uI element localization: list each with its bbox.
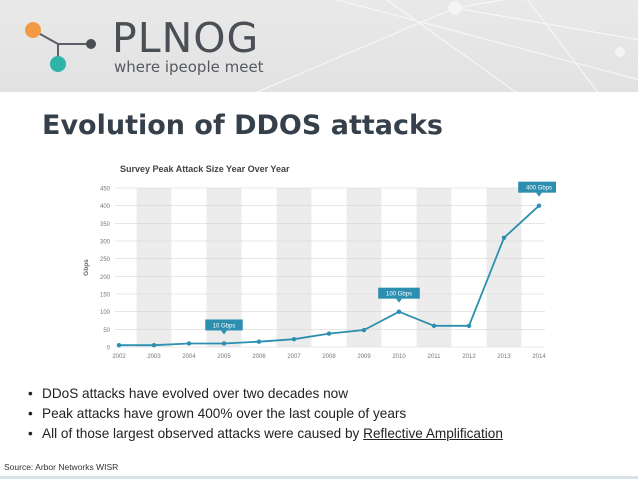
grid-band (416, 188, 452, 347)
bullet-text: Peak attacks have grown 400% over the la… (42, 406, 407, 421)
callout-pointer (396, 298, 402, 303)
y-tick-label: 150 (100, 293, 111, 299)
bullet-text: All of those largest observed attacks we… (42, 426, 364, 441)
x-tick-label: 2006 (252, 354, 266, 360)
bullet-item: • All of those largest observed attacks w… (28, 426, 503, 441)
data-point (256, 339, 262, 344)
y-tick-label: 300 (100, 240, 111, 246)
data-point (151, 343, 157, 348)
y-tick-label: 350 (100, 222, 111, 228)
y-tick-label: 400 (100, 204, 111, 210)
callout-pointer (536, 192, 542, 197)
x-tick-label: 2009 (357, 354, 371, 360)
grid-band (276, 188, 312, 347)
data-point (116, 343, 122, 348)
x-tick-label: 2011 (428, 354, 442, 360)
data-point (501, 235, 507, 241)
callout-label: 400 Gbps (526, 186, 552, 192)
orange-node-icon (25, 22, 41, 38)
x-tick-label: 2004 (182, 354, 196, 360)
source-note: Source: Arbor Networks WISR (4, 462, 119, 472)
chart-title: Survey Peak Attack Size Year Over Year (120, 164, 290, 174)
series-line (119, 205, 540, 347)
data-point (291, 337, 297, 342)
bullet-item: • Peak attacks have grown 400% over the l… (28, 406, 407, 421)
brand-name: PLNOG (112, 14, 260, 62)
callout-box (518, 181, 556, 193)
peak-attack-chart: Survey Peak Attack Size Year Over Year 0 5… (83, 164, 556, 360)
teal-node-icon (50, 56, 66, 72)
data-point (361, 327, 367, 333)
y-tick-label: 250 (100, 257, 111, 263)
x-tick-label: 2012 (462, 354, 476, 360)
x-tick-label: 2005 (217, 354, 231, 360)
x-tick-label: 2002 (112, 354, 126, 360)
network-background (255, 0, 638, 92)
dark-node-icon (86, 39, 96, 49)
data-point (396, 309, 402, 314)
x-tick-label: 2007 (287, 354, 301, 360)
x-tick-label: 2010 (392, 354, 406, 360)
reflective-amplification-link[interactable]: Reflective Amplification (363, 426, 503, 441)
x-tick-label: 2013 (497, 354, 511, 360)
y-tick-label: 100 (100, 310, 111, 316)
bullet-item: • DDoS attacks have evolved over two deca… (28, 386, 349, 401)
x-tick-label: 2014 (532, 354, 546, 360)
slide-title: Evolution of DDOS attacks (42, 110, 444, 141)
callout-label: 10 Gbps (213, 323, 236, 329)
footer-rule (0, 476, 638, 479)
plnog-logo (25, 22, 96, 72)
y-tick-label: 200 (100, 275, 111, 281)
data-point (221, 341, 227, 346)
x-tick-label: 2003 (147, 354, 161, 360)
callout-pointer (221, 330, 227, 335)
grid-band (136, 188, 172, 347)
data-point (431, 323, 437, 328)
bullet-list: • DDoS attacks have evolved over two deca… (28, 384, 503, 444)
callout-box (205, 319, 243, 331)
brand-tagline: where ipeople meet (114, 58, 264, 76)
y-axis-label: Gbps (83, 259, 90, 276)
bullet-text: DDoS attacks have evolved over two decad… (42, 386, 349, 401)
y-tick-label: 50 (103, 328, 110, 334)
y-tick-label: 0 (107, 346, 111, 352)
y-tick-label: 450 (100, 187, 111, 193)
data-point (186, 341, 192, 346)
data-point (536, 203, 542, 208)
grid-band (346, 188, 382, 347)
data-point (326, 331, 332, 336)
header-banner: PLNOG where ipeople meet (0, 0, 638, 92)
callout-box (378, 287, 420, 299)
data-point (466, 323, 472, 328)
x-tick-label: 2008 (322, 354, 336, 360)
callout-label: 100 Gbps (386, 292, 412, 298)
